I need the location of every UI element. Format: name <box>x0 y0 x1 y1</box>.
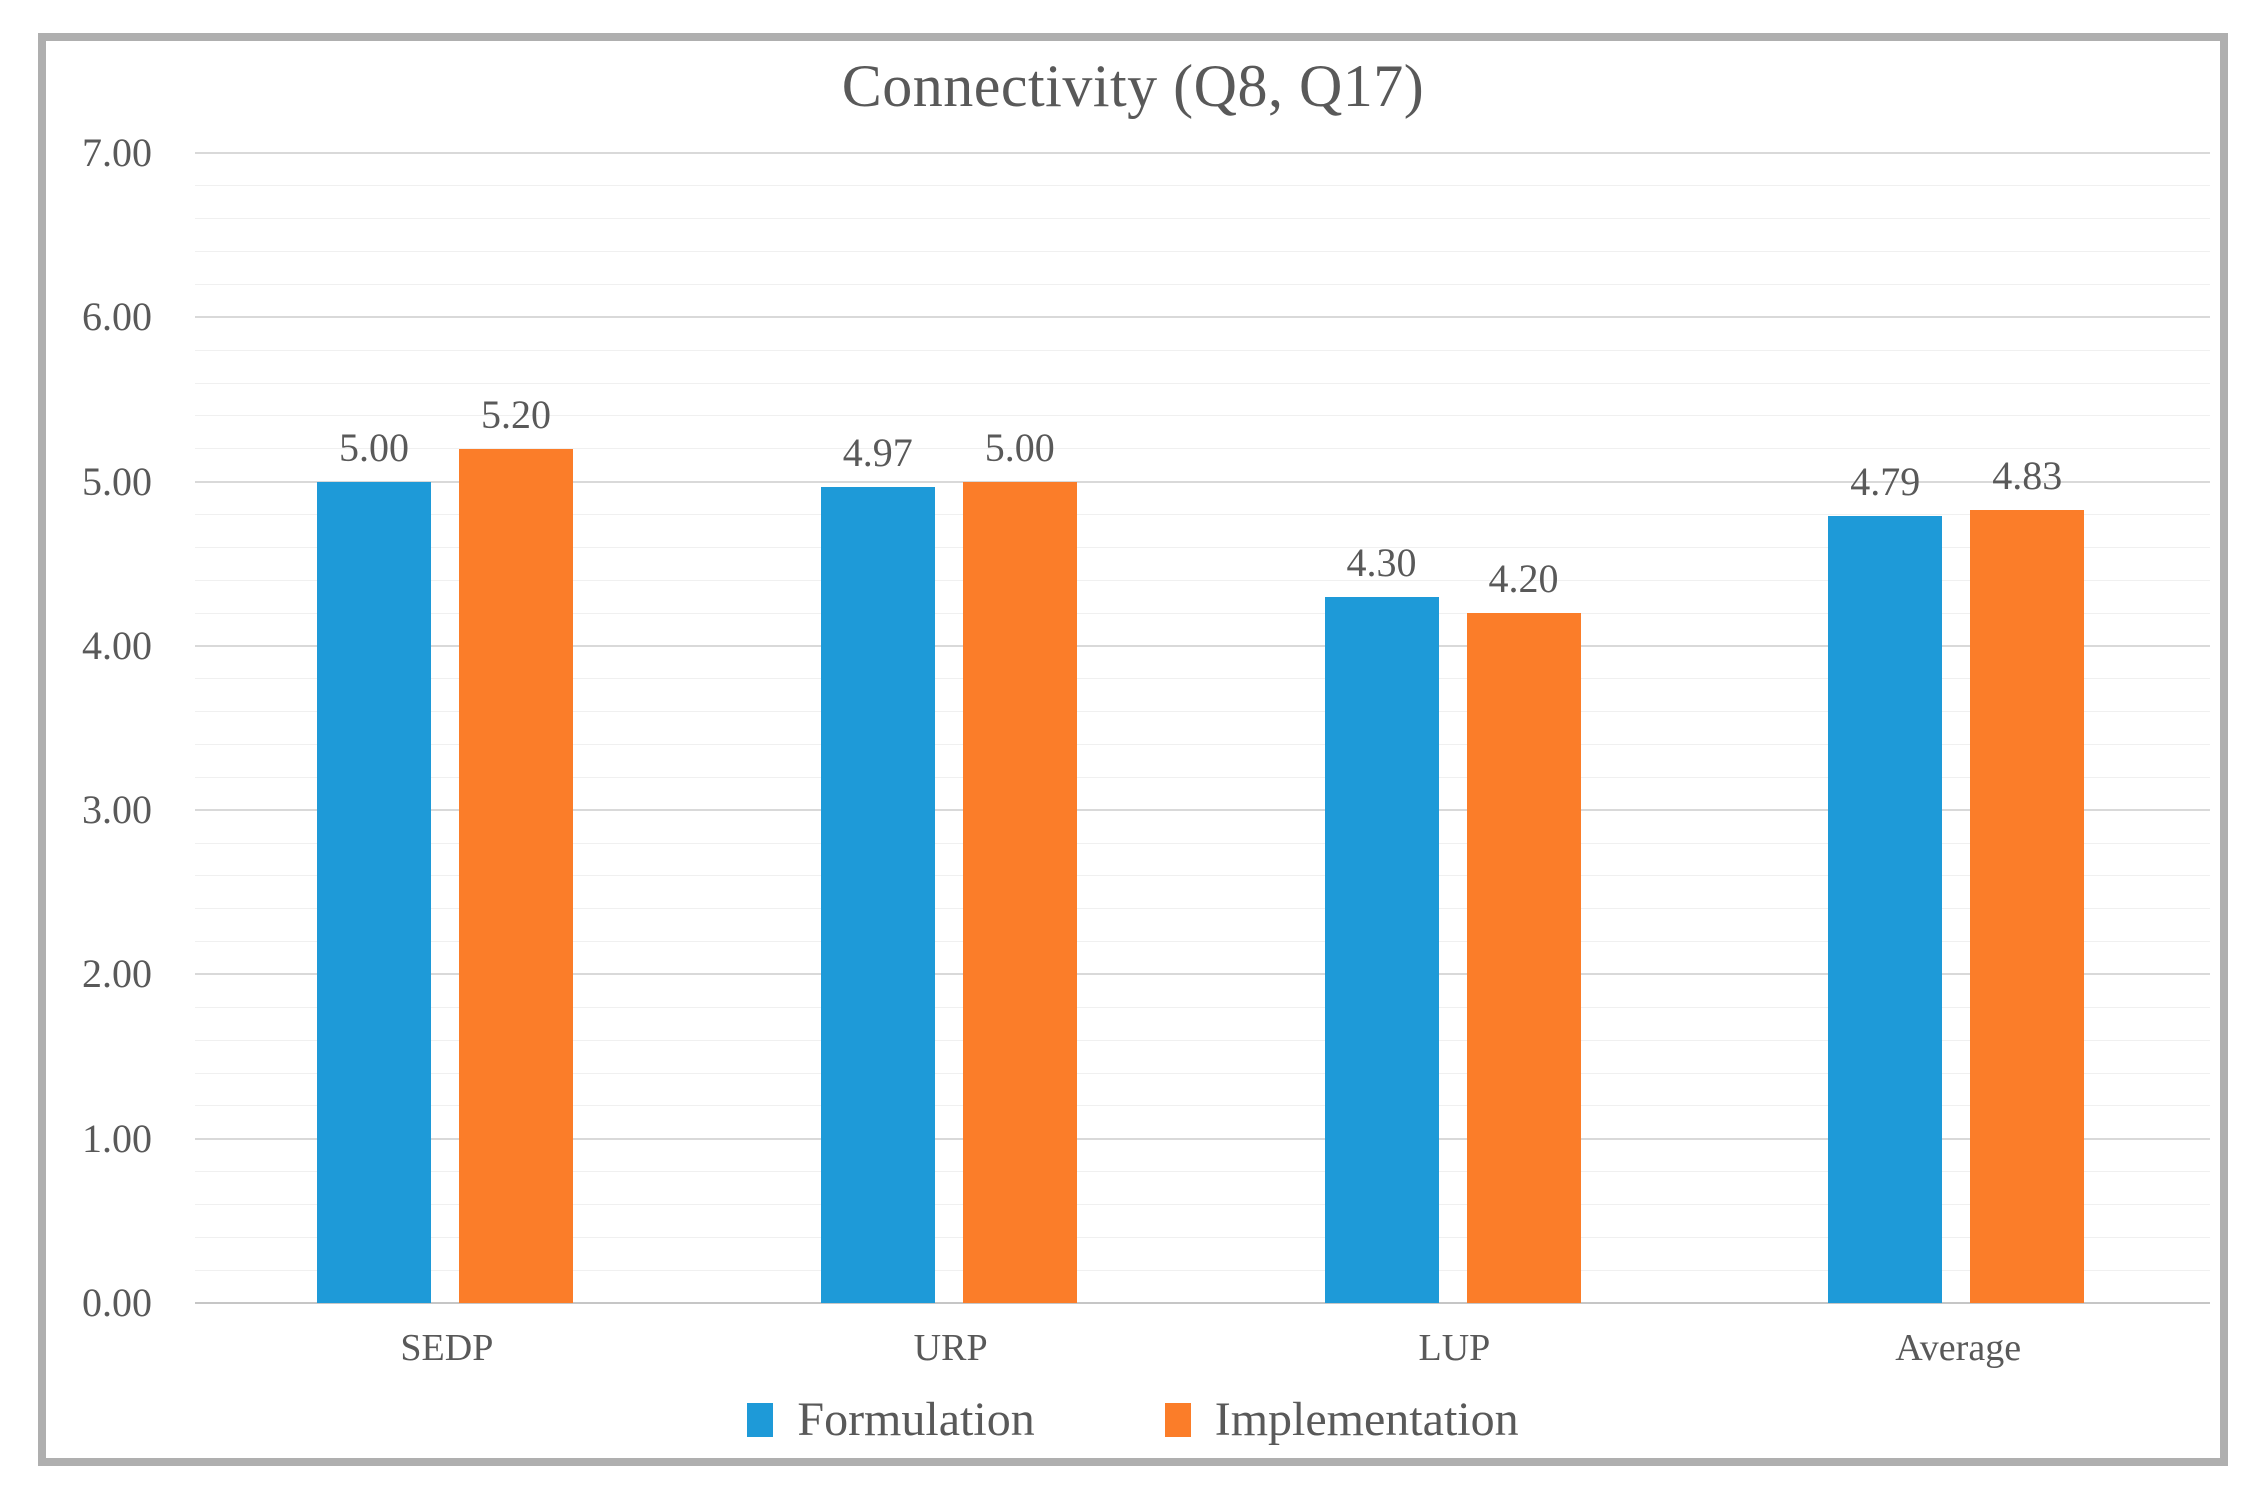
x-category-label: Average <box>1895 1327 2022 1369</box>
minor-gridline <box>195 251 2210 253</box>
minor-gridline <box>195 185 2210 187</box>
x-category-label: SEDP <box>400 1327 494 1369</box>
legend-item-implementation: Implementation <box>1164 1392 1519 1447</box>
legend-swatch-icon <box>1164 1402 1191 1437</box>
legend-swatch-icon <box>747 1402 774 1437</box>
data-label: 4.30 <box>1346 539 1417 585</box>
data-label: 5.00 <box>984 424 1055 470</box>
major-gridline <box>195 316 2210 319</box>
y-tick-label: 3.00 <box>82 787 152 833</box>
y-tick-label: 2.00 <box>82 951 152 997</box>
bar-formulation-average <box>1828 516 1943 1303</box>
legend-label: Implementation <box>1214 1393 1519 1446</box>
data-label: 5.20 <box>481 391 551 437</box>
y-tick-label: 7.00 <box>82 130 152 175</box>
bar-formulation-sedp <box>317 481 431 1303</box>
minor-gridline <box>195 218 2210 220</box>
data-label: 4.83 <box>1992 452 2063 498</box>
y-tick-label: 1.00 <box>82 1115 152 1161</box>
bar-implementation-sedp <box>459 448 573 1303</box>
bar-formulation-lup <box>1324 596 1439 1303</box>
major-gridline <box>195 152 2210 154</box>
data-label: 5.00 <box>339 424 409 470</box>
legend: Formulation Implementation <box>38 1392 2228 1447</box>
y-tick-label: 4.00 <box>82 622 152 668</box>
plot-area: 5.00 4.97 4.30 4.79 5.20 5.00 4.20 4.83 <box>195 152 2210 1304</box>
bar-implementation-urp <box>962 481 1077 1303</box>
minor-gridline <box>195 349 2210 351</box>
chart-title: Connectivity (Q8, Q17) <box>841 53 1425 119</box>
minor-gridline <box>195 382 2210 384</box>
x-category-label: URP <box>913 1327 988 1369</box>
bar-implementation-average <box>1970 509 2085 1303</box>
y-tick-label: 0.00 <box>82 1280 152 1325</box>
legend-item-formulation: Formulation <box>747 1392 1035 1447</box>
legend-label: Formulation <box>797 1393 1035 1446</box>
x-category-label: LUP <box>1418 1327 1491 1369</box>
data-label: 4.20 <box>1488 556 1559 601</box>
data-label: 4.97 <box>842 429 913 475</box>
data-label: 4.79 <box>1850 459 1921 505</box>
bar-implementation-lup <box>1466 613 1581 1303</box>
minor-gridline <box>195 283 2210 285</box>
y-tick-label: 5.00 <box>82 458 152 504</box>
y-tick-label: 6.00 <box>82 294 152 340</box>
bar-formulation-urp <box>820 486 935 1303</box>
